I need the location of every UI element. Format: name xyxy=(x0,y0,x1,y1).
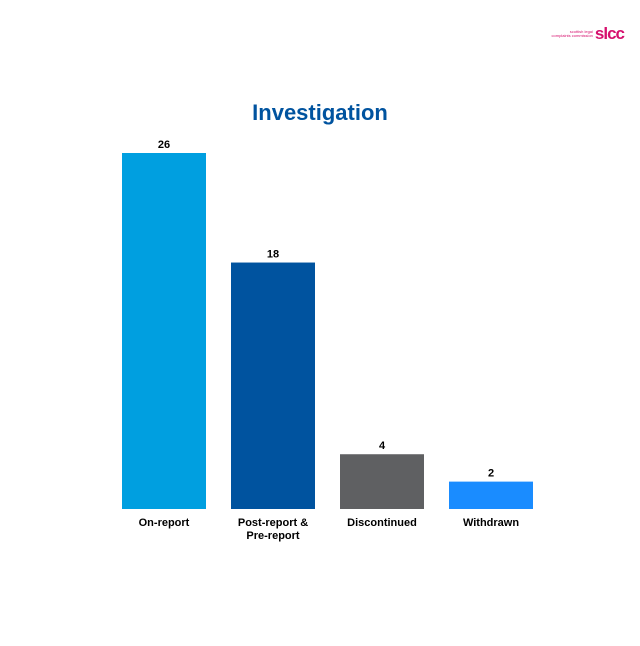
category-label: Pre-report xyxy=(246,530,300,542)
category-label: Withdrawn xyxy=(463,517,519,529)
category-label: Discontinued xyxy=(347,517,417,529)
data-label: 18 xyxy=(267,249,279,261)
bar-3 xyxy=(449,481,533,509)
bar-0 xyxy=(122,153,206,509)
category-label: On-report xyxy=(139,517,190,529)
chart-title: Investigation xyxy=(252,100,388,125)
slcc-logo: scottish legal complaints commission slcc xyxy=(551,24,625,44)
logo-line2: complaints commission xyxy=(551,33,593,38)
bar-2 xyxy=(340,454,424,509)
logo-mark: slcc xyxy=(594,24,625,43)
data-label: 4 xyxy=(379,440,386,452)
bar-1 xyxy=(231,262,315,509)
data-label: 26 xyxy=(158,139,170,151)
logo-line1: scottish legal xyxy=(569,29,593,34)
category-label: Post-report & xyxy=(238,517,308,529)
data-label: 2 xyxy=(488,468,494,480)
